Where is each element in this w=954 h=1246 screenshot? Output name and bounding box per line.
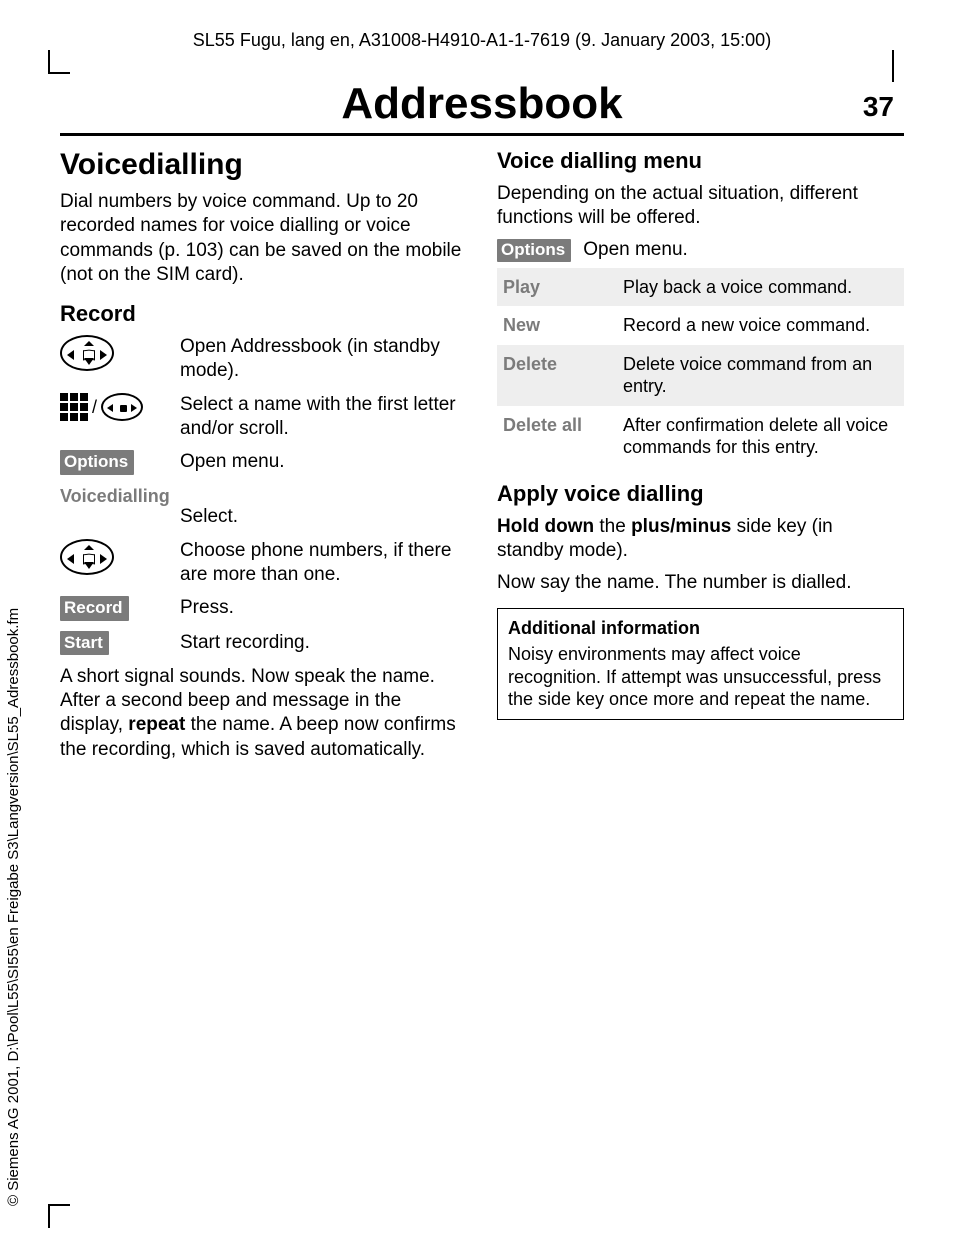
- menu-val: Delete voice command from an entry.: [617, 345, 904, 406]
- voice-menu-table: Play Play back a voice command. New Reco…: [497, 268, 904, 467]
- keypad-nav-icon: /: [60, 393, 170, 421]
- menu-val: Record a new voice command.: [617, 306, 904, 345]
- doc-header: SL55 Fugu, lang en, A31008-H4910-A1-1-76…: [60, 30, 904, 51]
- section-voicedialling: Voicedialling: [60, 148, 467, 182]
- info-body: Noisy environments may affect voice reco…: [508, 643, 893, 711]
- step-text: Press.: [180, 596, 467, 620]
- step-text: Select.: [60, 505, 467, 529]
- after-text: A short signal sounds. Now speak the nam…: [60, 665, 467, 762]
- page-title: Addressbook: [60, 79, 904, 129]
- menu-val: Play back a voice command.: [617, 268, 904, 307]
- apply-text-1: Hold down the plus/minus side key (in st…: [497, 515, 904, 564]
- menu-intro: Depending on the actual situation, diffe…: [497, 182, 904, 231]
- subsection-record: Record: [60, 301, 467, 327]
- menu-val: After confirmation delete all voice comm…: [617, 406, 904, 467]
- menu-key: Play: [497, 268, 617, 307]
- side-copyright: © Siemens AG 2001, D:\Pool\L55\SI55\en F…: [5, 608, 22, 1206]
- options-softkey: Options: [60, 450, 134, 474]
- page-number: 37: [863, 91, 894, 123]
- menu-key: Delete: [497, 345, 617, 406]
- subsection-voice-menu: Voice dialling menu: [497, 148, 904, 174]
- voicedialling-label: Voicedialling: [60, 485, 467, 508]
- record-softkey: Record: [60, 596, 129, 620]
- info-header: Additional information: [508, 617, 893, 640]
- nav-icon: [60, 335, 170, 371]
- crop-mark: [892, 50, 894, 82]
- step-text: Open menu.: [583, 239, 688, 261]
- nav-icon: [60, 539, 170, 575]
- step-text: Open Addressbook (in standby mode).: [180, 335, 467, 383]
- step-text: Select a name with the first letter and/…: [180, 393, 467, 441]
- menu-key: New: [497, 306, 617, 345]
- title-rule: [60, 133, 904, 136]
- step-text: Open menu.: [180, 450, 467, 474]
- apply-text-2: Now say the name. The number is dialled.: [497, 571, 904, 595]
- info-box: Additional information Noisy environment…: [497, 608, 904, 720]
- step-text: Start recording.: [180, 631, 467, 655]
- start-softkey: Start: [60, 631, 109, 655]
- subsection-apply: Apply voice dialling: [497, 481, 904, 507]
- step-text: Choose phone numbers, if there are more …: [180, 539, 467, 587]
- menu-key: Delete all: [497, 406, 617, 467]
- intro-text: Dial numbers by voice command. Up to 20 …: [60, 190, 467, 287]
- options-softkey: Options: [497, 239, 571, 262]
